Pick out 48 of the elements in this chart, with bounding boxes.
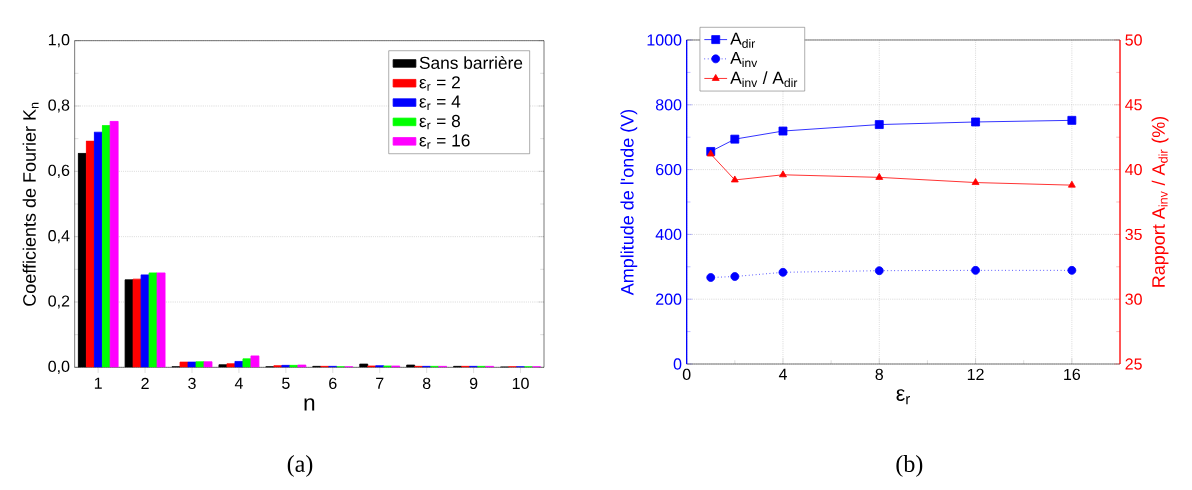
y-axis-title: Coefficients de Fourier K$_{n}$	[22, 102, 39, 306]
y2-tick-label: 40	[1125, 163, 1142, 176]
x-tick-label: 4	[778, 368, 787, 380]
y-tick-label: 0,0	[48, 360, 70, 374]
legend-label: ε$_{r}$ = 16	[419, 134, 470, 149]
y2-tick-label: 25	[1125, 358, 1142, 370]
legend-label: A$_{inv}$	[730, 51, 758, 68]
x-tick-label: 9	[469, 377, 478, 390]
y-tick-label: 0,8	[48, 99, 70, 113]
x-tick-label: 7	[376, 377, 384, 389]
x-tick-label: 8	[422, 377, 431, 390]
y-tick-label: 800	[655, 99, 682, 111]
x-tick-label: 4	[234, 377, 243, 389]
legend-label: ε$_{r}$ = 4	[419, 95, 461, 110]
legend-label: ε$_{r}$ = 2	[419, 76, 460, 91]
x-tick-label: 10	[512, 377, 529, 390]
text: (b)	[896, 455, 923, 477]
x-tick-label: 8	[875, 368, 884, 381]
y2-tick-label: 30	[1125, 293, 1142, 305]
legend-label: A$_{dir}$	[730, 32, 756, 48]
x-tick-label: 6	[329, 377, 337, 390]
y2-axis-title: Rapport A$_{inv}$ / A$_{dir}$ (%)	[1151, 116, 1169, 287]
x-tick-label: 1	[94, 377, 102, 389]
legend-label: ε$_{r}$ = 8	[419, 114, 461, 130]
text: (a)	[287, 455, 313, 477]
x-tick-label: 5	[282, 377, 290, 389]
x-tick-label: 3	[188, 377, 196, 390]
y-tick-label: 0,6	[48, 164, 70, 178]
y-tick-label: 1,0	[48, 34, 70, 48]
x-tick-label: 0	[682, 368, 691, 381]
y-tick-label: 200	[656, 293, 682, 305]
x-tick-label: 2	[141, 377, 149, 389]
y2-tick-label: 50	[1125, 34, 1142, 46]
legend-label: A$_{inv}$ / A$_{dir}$	[730, 71, 798, 88]
y-tick-label: 0	[673, 358, 682, 370]
x-tick-label: 16	[1064, 368, 1081, 381]
y-tick-label: 1000	[647, 34, 682, 46]
y2-tick-label: 45	[1125, 99, 1142, 111]
x-tick-label: 12	[967, 368, 984, 380]
y2-tick-label: 35	[1125, 228, 1142, 241]
y-tick-label: 400	[655, 228, 682, 241]
y-tick-label: 0,4	[48, 230, 70, 244]
y-tick-label: 0,2	[48, 295, 70, 309]
x-axis-title: ε$_{r}$	[896, 389, 910, 405]
y-tick-label: 600	[656, 163, 682, 176]
x-axis-title: n	[304, 398, 315, 411]
y-axis-title: Amplitude de l'onde (V)	[620, 109, 638, 296]
legend-label: Sans barrière	[419, 56, 523, 69]
